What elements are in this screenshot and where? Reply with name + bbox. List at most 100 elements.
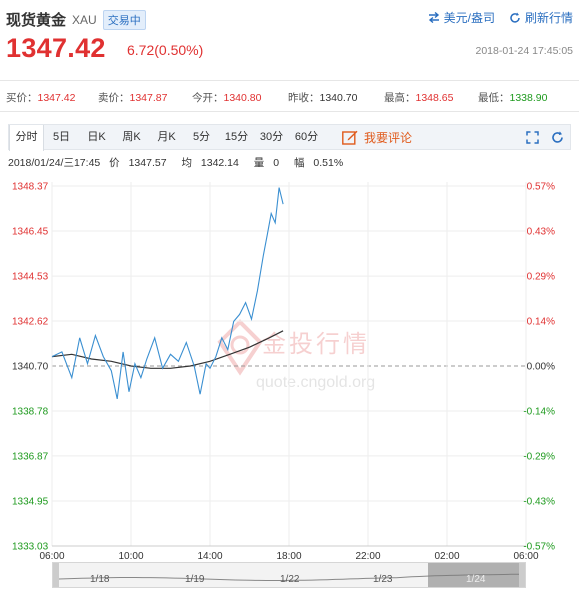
title-row: 现货黄金 XAU 交易中 [6, 9, 146, 30]
y-tick-label-right: -0.43% [523, 496, 555, 507]
time-navigator[interactable]: 1/18 1/19 1/22 1/23 1/24 [52, 562, 526, 588]
refresh-icon [510, 12, 520, 23]
prev-close-stat: 昨收：1340.70 [288, 90, 357, 105]
price-line [51, 187, 284, 400]
tab-intraday[interactable]: 分时 [9, 124, 44, 151]
y-tick-label-left: 1342.62 [12, 316, 49, 327]
current-price: 1347.42 [6, 33, 106, 63]
tab-60min[interactable]: 60分 [294, 131, 319, 143]
y-tick-label-right: -0.14% [523, 407, 555, 418]
y-tick-label-right: 0.43% [527, 227, 555, 238]
high-stat: 最高：1348.65 [384, 90, 453, 105]
low-stat: 最低：1338.90 [478, 90, 547, 105]
x-axis: 06:00 10:00 14:00 18:00 22:00 02:00 06:00 [39, 551, 538, 562]
low-value: 1338.90 [509, 92, 548, 104]
y-tick-label-left: 1333.03 [12, 542, 49, 553]
nav-label-4: 1/23 [373, 574, 393, 585]
x-tick-label: 14:00 [197, 551, 222, 562]
y-tick-label-left: 1344.53 [12, 272, 49, 283]
refresh-chart-icon[interactable] [551, 130, 564, 144]
info-amp-label: 幅 [293, 157, 305, 169]
currency-switch-label: 美元/盎司 [443, 11, 495, 25]
info-vol-group: 量 0 [254, 157, 285, 169]
ask-value: 1347.87 [129, 92, 168, 104]
nav-label-3: 1/22 [280, 574, 300, 585]
tab-5min[interactable]: 5分 [192, 131, 211, 143]
navigator-left-handle[interactable] [53, 563, 59, 587]
y-tick-label-right: 0.00% [527, 362, 555, 373]
open-value: 1340.80 [223, 92, 262, 104]
navigator-right-handle[interactable] [519, 563, 525, 587]
ask-label: 卖价： [98, 92, 130, 104]
nav-label-2: 1/19 [185, 574, 205, 585]
instrument-code: XAU [72, 12, 97, 27]
info-avg-group: 均 1342.14 [181, 157, 244, 169]
info-avg: 1342.14 [200, 157, 239, 169]
watermark-brand: 金投行情 [262, 330, 370, 358]
x-tick-label: 06:00 [39, 551, 64, 562]
info-amp-group: 幅 0.51% [294, 157, 349, 169]
open-stat: 今开：1340.80 [192, 90, 261, 105]
info-amp: 0.51% [313, 157, 344, 169]
high-value: 1348.65 [415, 92, 454, 104]
quote-header: 现货黄金 XAU 交易中 美元/盎司 刷新行情 1347.42 6.72(0.5… [0, 0, 579, 70]
tab-15min[interactable]: 15分 [224, 131, 249, 143]
x-tick-label: 06:00 [513, 551, 538, 562]
y-tick-label-left: 1348.37 [12, 182, 49, 193]
comment-button[interactable]: 我要评论 [342, 129, 412, 146]
average-price-line [51, 330, 284, 369]
ask-stat: 卖价：1347.87 [98, 90, 167, 105]
prev-close-label: 昨收： [288, 92, 320, 104]
quote-stats-row: 买价：1347.42 卖价：1347.87 今开：1340.80 昨收：1340… [0, 80, 579, 112]
high-label: 最高： [384, 92, 416, 104]
tab-daily-k[interactable]: 日K [87, 131, 106, 143]
currency-switch-button[interactable]: 美元/盎司 [428, 9, 495, 26]
info-price-group: 价 1347.57 [109, 157, 172, 169]
chart-grid [51, 182, 527, 547]
info-date: 2018/01/24/三17:45 [8, 157, 101, 169]
y-tick-label-left: 1346.45 [12, 227, 49, 238]
y-tick-label-left: 1338.78 [12, 407, 49, 418]
y-tick-label-left: 1336.87 [12, 451, 49, 462]
info-vol: 0 [273, 157, 280, 169]
tab-5day[interactable]: 5日 [52, 131, 71, 143]
swap-icon [428, 12, 439, 23]
info-vol-label: 量 [253, 157, 265, 169]
intraday-chart[interactable]: 金投行情 quote.cngold.org 1348.37 1346.45 1344… [0, 172, 579, 563]
period-tabs: 分时 5日 日K 周K 月K 5分 15分 30分 60分 我要评论 [8, 124, 571, 151]
instrument-name: 现货黄金 [6, 12, 67, 29]
bid-stat: 买价：1347.42 [6, 90, 75, 105]
header-actions: 美元/盎司 刷新行情 [414, 9, 573, 26]
fullscreen-icon[interactable] [526, 130, 539, 144]
edit-icon [342, 130, 358, 145]
crosshair-info-row: 2018/01/24/三17:45 价 1347.57 均 1342.14 量 … [8, 155, 355, 170]
y-tick-label-right: 0.14% [527, 316, 555, 327]
refresh-button[interactable]: 刷新行情 [509, 9, 573, 26]
info-avg-label: 均 [181, 157, 192, 169]
comment-label: 我要评论 [364, 130, 413, 145]
y-tick-label-right: 0.29% [527, 272, 555, 283]
navigator-selection[interactable] [428, 563, 525, 587]
y-tick-label-right: 0.57% [527, 182, 555, 193]
info-price-label: 价 [109, 157, 120, 169]
y-axis-left: 1348.37 1346.45 1344.53 1342.62 1340.70 1338.… [12, 182, 49, 553]
chart-tools [514, 130, 564, 144]
tab-monthly-k[interactable]: 月K [157, 131, 176, 143]
x-tick-label: 02:00 [434, 551, 459, 562]
trading-status-badge: 交易中 [102, 9, 146, 30]
quote-datetime: 2018-01-24 17:45:05 [475, 45, 574, 57]
open-label: 今开： [192, 92, 224, 104]
x-tick-label: 10:00 [118, 551, 143, 562]
y-tick-label-left: 1340.70 [12, 362, 49, 373]
bid-label: 买价： [6, 92, 38, 104]
refresh-label: 刷新行情 [524, 11, 573, 25]
tab-weekly-k[interactable]: 周K [122, 131, 141, 143]
y-axis-right: 0.57% 0.43% 0.29% 0.14% 0.00% -0.14% -0.29% -0.… [523, 182, 555, 553]
bid-value: 1347.42 [37, 92, 76, 104]
y-tick-label-left: 1334.95 [12, 496, 49, 507]
low-label: 最低： [478, 92, 510, 104]
tab-30min[interactable]: 30分 [259, 131, 284, 143]
nav-label-5: 1/24 [466, 574, 486, 585]
x-tick-label: 22:00 [355, 551, 380, 562]
price-change: 6.72(0.50%) [127, 42, 204, 58]
